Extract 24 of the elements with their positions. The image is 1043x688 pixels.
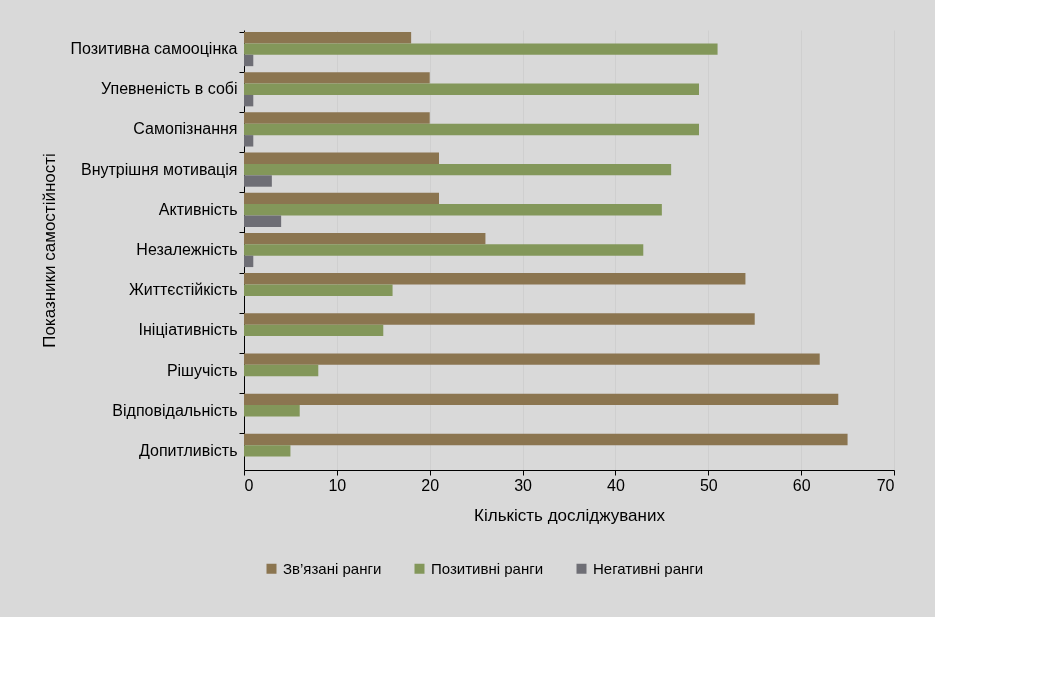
x-tick-label: 30: [514, 476, 533, 494]
y-tick-label: Життєстійкість: [128, 281, 238, 299]
x-tick-label: 50: [699, 476, 718, 494]
y-tick-label: Відповідальність: [112, 401, 238, 419]
x-tick-label: 60: [792, 476, 811, 494]
y-tick-label: Позитивна самооцінка: [70, 40, 238, 58]
y-tick-label: Незалежність: [136, 241, 238, 258]
y-tick-label: Упевненість в собі: [101, 80, 238, 98]
legend-label: Зв’язані ранги: [283, 559, 382, 577]
y-tick-label: Ініціативність: [138, 321, 238, 339]
legend-label: Позитивні ранги: [431, 559, 544, 577]
y-axis-title: Показники самостійності: [39, 153, 59, 348]
x-tick-label: 0: [244, 476, 254, 494]
y-tick-label: Внутрішня мотивація: [81, 160, 238, 178]
y-tick-label: Самопізнання: [133, 120, 238, 138]
y-tick-label: Рішучість: [166, 361, 238, 379]
legend-label: Негативні ранги: [593, 559, 704, 577]
y-tick-label: Активність: [158, 200, 238, 218]
x-axis-title: Кількість досліджуваних: [474, 505, 666, 525]
y-tick-label: Допитливість: [139, 441, 238, 459]
x-tick-label: 10: [328, 476, 347, 494]
x-tick-label: 70: [876, 476, 895, 494]
x-tick-label: 40: [607, 476, 625, 494]
x-tick-label: 20: [421, 476, 440, 494]
